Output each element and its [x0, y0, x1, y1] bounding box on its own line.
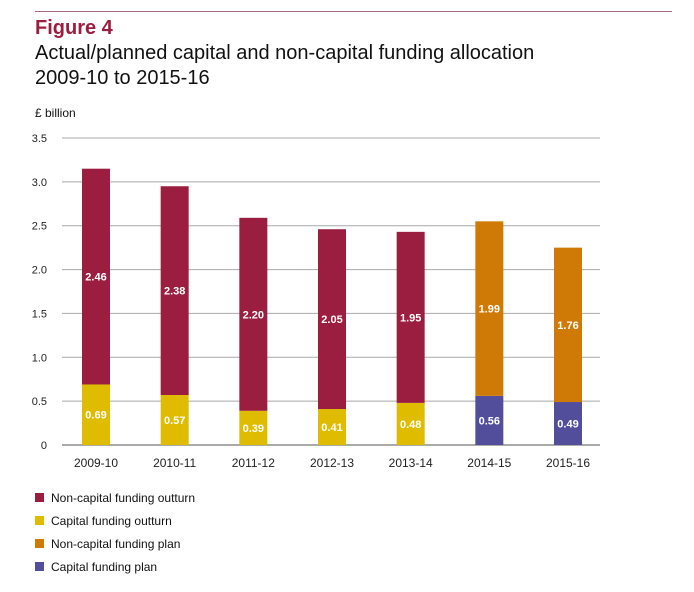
- legend-swatch-capital-outturn: [35, 516, 44, 525]
- bar-data-label: 0.56: [479, 415, 500, 427]
- figure-title: Actual/planned capital and non-capital f…: [35, 41, 655, 91]
- x-tick-label: 2010-11: [153, 456, 196, 470]
- bar-segment-capital-outturn: [318, 409, 346, 445]
- bar-data-label: 0.57: [164, 415, 185, 427]
- bar-segment-non-capital-outturn: [396, 231, 425, 403]
- x-tick-label: 2014-15: [467, 456, 511, 470]
- x-tick-label: 2011-12: [232, 456, 275, 470]
- bar-segment-capital-outturn: [160, 395, 189, 445]
- figure-label: Figure 4: [35, 17, 113, 39]
- legend-item: Capital funding plan: [35, 555, 195, 578]
- legend-swatch-non-capital-plan: [35, 539, 44, 548]
- x-tick-label: 2013-14: [389, 456, 433, 470]
- figure-title-line-2: 2009-10 to 2015-16: [35, 67, 210, 89]
- bar-data-label: 2.38: [164, 286, 185, 298]
- bar-data-label: 2.05: [321, 314, 342, 326]
- legend: Non-capital funding outturn Capital fund…: [35, 486, 195, 578]
- top-rule: [35, 11, 672, 12]
- y-axis-unit-label: £ billion: [35, 106, 76, 120]
- bar-data-label: 1.95: [400, 312, 421, 324]
- bar-segment-capital-outturn: [82, 384, 110, 445]
- bar-data-label: 2.46: [85, 272, 106, 284]
- legend-item: Capital funding outturn: [35, 509, 195, 532]
- bar-data-label: 2.20: [243, 309, 264, 321]
- bar-segment-non-capital-outturn: [239, 217, 268, 411]
- y-tick-label: 0: [41, 440, 47, 452]
- bar-data-label: 1.76: [557, 320, 578, 332]
- bar-segment-capital-plan: [475, 395, 504, 445]
- legend-label: Non-capital funding outturn: [51, 490, 196, 505]
- bar-segment-non-capital-outturn: [82, 168, 110, 385]
- bar-data-label: 0.39: [243, 423, 264, 435]
- legend-label: Capital funding outturn: [51, 513, 172, 528]
- legend-swatch-non-capital-outturn: [35, 493, 44, 502]
- legend-item: Non-capital funding outturn: [35, 486, 195, 509]
- bar-segment-non-capital-plan: [475, 221, 504, 396]
- y-tick-label: 1.5: [32, 308, 47, 320]
- legend-label: Capital funding plan: [51, 559, 158, 574]
- bar-segment-capital-plan: [554, 402, 582, 445]
- x-tick-label: 2015-16: [546, 456, 590, 470]
- legend-label: Non-capital funding plan: [51, 536, 181, 551]
- y-tick-label: 3.0: [32, 177, 47, 189]
- bar-segment-non-capital-outturn: [160, 186, 189, 396]
- bar-segment-non-capital-plan: [554, 247, 582, 403]
- bar-segment-capital-outturn: [239, 410, 268, 445]
- x-tick-label: 2012-13: [310, 456, 354, 470]
- y-tick-label: 2.0: [32, 265, 47, 277]
- bar-data-label: 1.99: [479, 304, 500, 316]
- y-tick-label: 0.5: [32, 396, 47, 408]
- bar-segment-non-capital-outturn: [318, 229, 346, 410]
- y-tick-label: 1.0: [32, 352, 47, 364]
- bar-data-label: 0.48: [400, 419, 421, 431]
- bar-data-label: 0.41: [321, 422, 342, 434]
- legend-item: Non-capital funding plan: [35, 532, 195, 555]
- y-tick-label: 2.5: [32, 221, 47, 233]
- figure-title-line-1: Actual/planned capital and non-capital f…: [35, 42, 535, 64]
- bar-data-label: 0.49: [557, 419, 578, 431]
- x-tick-label: 2009-10: [74, 456, 118, 470]
- y-tick-label: 3.5: [32, 133, 47, 145]
- bar-data-label: 0.69: [85, 410, 106, 422]
- legend-swatch-capital-plan: [35, 562, 44, 571]
- bar-segment-capital-outturn: [396, 402, 425, 445]
